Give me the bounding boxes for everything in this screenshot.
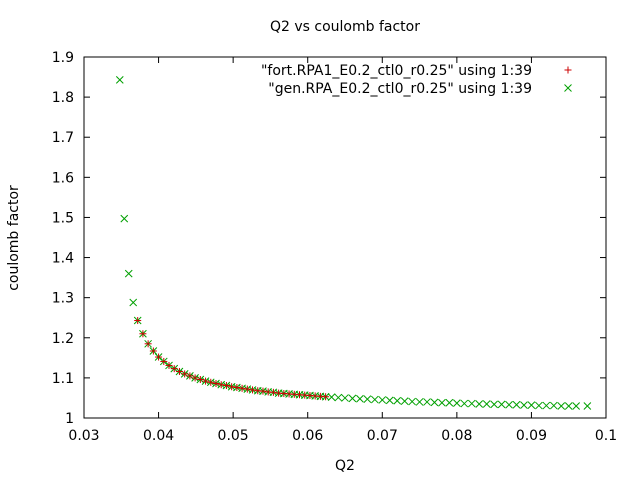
data-point: [497, 400, 506, 409]
data-point: [165, 361, 173, 369]
data-point: [129, 298, 138, 307]
data-point: [160, 357, 168, 365]
data-point: [115, 76, 124, 84]
data-point: [512, 400, 521, 409]
x-tick-label: 0.05: [218, 428, 249, 444]
data-point: [438, 398, 446, 407]
x-tick-label: 0.1: [595, 428, 617, 444]
y-tick-label: 1.6: [52, 170, 74, 186]
data-point: [322, 393, 330, 401]
y-tick-label: 1.9: [52, 50, 74, 66]
data-point: [341, 394, 349, 402]
legend-label: "fort.RPA1_E0.2_ctl0_r0.25" using 1:39: [261, 63, 532, 79]
data-point: [269, 388, 277, 396]
data-point: [385, 396, 394, 405]
data-point: [370, 395, 379, 404]
data-point: [423, 398, 431, 406]
data-point: [191, 374, 199, 382]
data-point: [535, 401, 543, 410]
y-tick-label: 1.1: [52, 371, 74, 387]
data-point: [400, 397, 409, 406]
plot-frame: [83, 56, 607, 419]
series-layer: [115, 76, 592, 410]
data-point: [393, 396, 402, 405]
data-point: [572, 402, 581, 410]
y-tick-label: 1.3: [52, 291, 74, 307]
x-axis-label: Q2: [335, 458, 355, 474]
data-point: [348, 394, 357, 403]
x-axis-ticks: 0.03 0.04 0.05 0.06 0.07 0.08 0.09 0.1: [68, 57, 617, 444]
legend-label: "gen.RPA_E0.2_ctl0_r0.25" using 1:39: [268, 81, 532, 97]
data-point: [415, 398, 424, 406]
data-point: [149, 347, 157, 355]
data-point: [482, 400, 491, 408]
data-point: [175, 367, 183, 375]
y-tick-label: 1.8: [52, 90, 74, 106]
data-point: [327, 393, 336, 401]
data-point: [243, 385, 251, 393]
y-tick-label: 1.2: [52, 331, 74, 347]
series-plus: [134, 317, 330, 401]
data-point: [460, 399, 469, 408]
data-point: [222, 382, 230, 390]
chart-title: Q2 vs coulomb factor: [270, 19, 420, 35]
legend-marker: [564, 66, 572, 74]
data-point: [557, 402, 566, 410]
data-point: [564, 402, 573, 410]
data-point: [170, 365, 178, 373]
data-point: [334, 393, 343, 402]
data-point: [139, 330, 147, 338]
y-tick-label: 1.7: [52, 130, 74, 146]
data-point: [120, 214, 129, 223]
data-point: [181, 370, 189, 378]
data-point: [186, 372, 194, 380]
data-point: [196, 375, 204, 383]
data-point: [378, 396, 387, 404]
data-point: [520, 401, 528, 410]
data-point: [202, 377, 210, 385]
x-tick-label: 0.07: [367, 428, 398, 444]
data-point: [453, 399, 461, 408]
x-tick-label: 0.03: [68, 428, 99, 444]
data-point: [155, 353, 163, 361]
data-point: [212, 380, 220, 388]
data-point: [233, 384, 241, 392]
legend-marker: [564, 84, 572, 92]
data-point: [542, 401, 551, 410]
data-point: [505, 400, 513, 409]
y-tick-label: 1.4: [52, 251, 74, 267]
data-point: [249, 386, 257, 394]
data-point: [549, 401, 558, 410]
data-point: [124, 269, 133, 278]
data-point: [144, 340, 152, 348]
data-point: [363, 395, 372, 404]
x-tick-label: 0.04: [143, 428, 174, 444]
data-point: [445, 398, 454, 407]
data-point: [259, 387, 267, 395]
data-point: [467, 399, 476, 408]
x-tick-label: 0.08: [441, 428, 472, 444]
data-point: [527, 401, 536, 410]
x-tick-label: 0.06: [292, 428, 323, 444]
series-cross: [115, 76, 592, 410]
data-point: [408, 397, 416, 406]
data-point: [228, 383, 236, 391]
data-point: [207, 378, 215, 386]
y-tick-label: 1.5: [52, 210, 74, 226]
data-point: [430, 398, 439, 407]
legend: "fort.RPA1_E0.2_ctl0_r0.25" using 1:39 "g…: [261, 63, 572, 97]
data-point: [475, 400, 484, 408]
data-point: [217, 381, 225, 389]
data-point: [356, 394, 364, 403]
data-point: [583, 402, 592, 410]
data-point: [134, 317, 142, 325]
data-point: [238, 384, 246, 392]
y-axis-ticks: 1 1.1 1.2 1.3 1.4 1.5 1.6 1.7 1.8 1.9: [52, 50, 606, 427]
y-tick-label: 1: [65, 411, 74, 427]
x-tick-label: 0.09: [516, 428, 547, 444]
y-axis-label: coulomb factor: [6, 185, 22, 291]
data-point: [490, 400, 498, 409]
